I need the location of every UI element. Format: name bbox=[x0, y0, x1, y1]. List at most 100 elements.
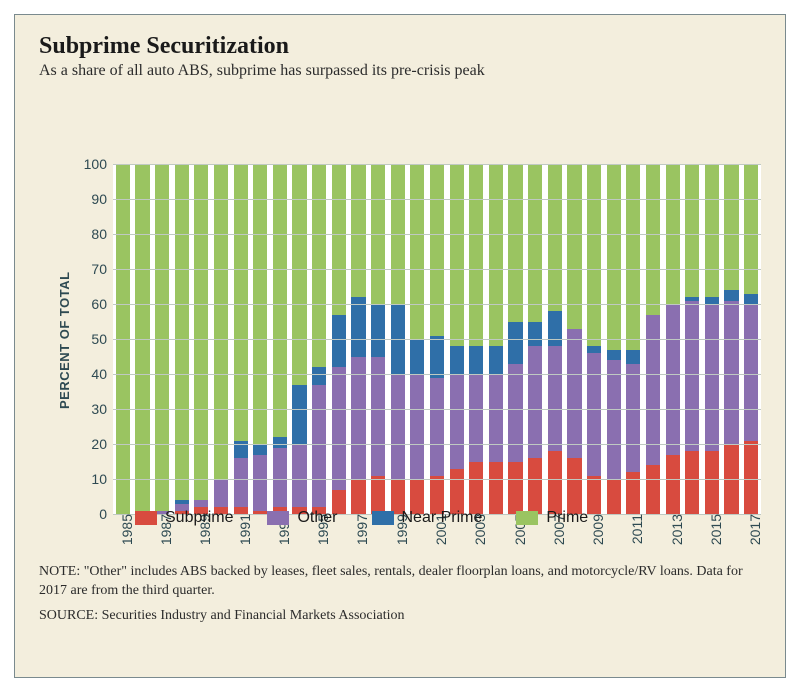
bar-segment-prime bbox=[214, 164, 228, 479]
bar-segment-near_prime bbox=[744, 294, 758, 305]
bar-segment-prime bbox=[646, 164, 660, 315]
bar-segment-prime bbox=[234, 164, 248, 441]
bar-segment-prime bbox=[469, 164, 483, 346]
gridline bbox=[113, 479, 761, 480]
bar-segment-prime bbox=[175, 164, 189, 500]
bar-segment-subprime bbox=[548, 451, 562, 514]
y-axis-label: PERCENT OF TOTAL bbox=[57, 271, 72, 409]
bar-segment-other bbox=[391, 374, 405, 479]
bar-segment-near_prime bbox=[724, 290, 738, 301]
bar-segment-other bbox=[744, 304, 758, 441]
bar-segment-other bbox=[292, 444, 306, 507]
bar-segment-near_prime bbox=[528, 322, 542, 347]
bar-segment-other bbox=[646, 315, 660, 466]
legend-swatch bbox=[516, 511, 538, 525]
chart-title: Subprime Securitization bbox=[39, 33, 761, 60]
gridline bbox=[113, 374, 761, 375]
bar-segment-other bbox=[666, 304, 680, 455]
gridline bbox=[113, 409, 761, 410]
bar-segment-near_prime bbox=[351, 297, 365, 357]
bar-segment-prime bbox=[508, 164, 522, 322]
x-tick-label: 2011 bbox=[627, 514, 645, 544]
footnotes: NOTE: "Other" includes ABS backed by lea… bbox=[39, 563, 761, 632]
x-tick-label: 1985 bbox=[117, 514, 135, 545]
chart-subtitle: As a share of all auto ABS, subprime has… bbox=[39, 62, 761, 80]
bar-segment-other bbox=[410, 374, 424, 479]
bar-segment-near_prime bbox=[607, 350, 621, 361]
bar-segment-subprime bbox=[666, 455, 680, 515]
bar-segment-near_prime bbox=[292, 385, 306, 445]
bar-segment-prime bbox=[626, 164, 640, 350]
legend-swatch bbox=[267, 511, 289, 525]
bar-segment-other bbox=[705, 304, 719, 451]
bar-segment-prime bbox=[292, 164, 306, 385]
legend-label: Other bbox=[297, 509, 337, 527]
legend-item: Prime bbox=[516, 509, 588, 527]
legend: Subprime Other Near Prime Prime bbox=[135, 509, 588, 527]
legend-label: Near Prime bbox=[402, 509, 483, 527]
legend-label: Subprime bbox=[165, 509, 233, 527]
bar-segment-subprime bbox=[744, 441, 758, 515]
bar-segment-near_prime bbox=[273, 437, 287, 448]
bar-segment-prime bbox=[685, 164, 699, 297]
bar-segment-near_prime bbox=[685, 297, 699, 301]
source-text: Securities Industry and Financial Market… bbox=[102, 608, 405, 623]
bar-segment-prime bbox=[724, 164, 738, 290]
y-tick-label: 70 bbox=[91, 261, 113, 277]
source-label: SOURCE: bbox=[39, 608, 98, 623]
y-tick-label: 30 bbox=[91, 401, 113, 417]
bar-segment-subprime bbox=[607, 479, 621, 514]
bar-segment-other bbox=[567, 329, 581, 459]
y-tick-label: 60 bbox=[91, 296, 113, 312]
legend-item: Subprime bbox=[135, 509, 233, 527]
bar-segment-prime bbox=[312, 164, 326, 367]
bar-segment-other bbox=[332, 367, 346, 490]
gridline bbox=[113, 304, 761, 305]
gridline bbox=[113, 199, 761, 200]
bar-segment-prime bbox=[332, 164, 346, 315]
note-label: NOTE: bbox=[39, 564, 80, 579]
gridline bbox=[113, 339, 761, 340]
gridline bbox=[113, 164, 761, 165]
bar-segment-prime bbox=[587, 164, 601, 346]
y-tick-label: 40 bbox=[91, 366, 113, 382]
source-line: SOURCE: Securities Industry and Financia… bbox=[39, 607, 761, 626]
bar-segment-near_prime bbox=[548, 311, 562, 346]
chart-panel: Subprime Securitization As a share of al… bbox=[14, 14, 786, 678]
y-tick-label: 80 bbox=[91, 226, 113, 242]
bar-segment-prime bbox=[744, 164, 758, 294]
gridline bbox=[113, 269, 761, 270]
bar-segment-subprime bbox=[528, 458, 542, 514]
bar-segment-subprime bbox=[567, 458, 581, 514]
bar-segment-other bbox=[724, 301, 738, 445]
bar-segment-other bbox=[685, 301, 699, 452]
bar-segment-other bbox=[312, 385, 326, 508]
bar-segment-near_prime bbox=[175, 500, 189, 504]
bar-segment-prime bbox=[705, 164, 719, 297]
outer-frame: Subprime Securitization As a share of al… bbox=[0, 0, 800, 692]
bar-segment-other bbox=[450, 374, 464, 469]
bar-segment-subprime bbox=[508, 462, 522, 515]
y-tick-label: 90 bbox=[91, 191, 113, 207]
y-tick-label: 10 bbox=[91, 471, 113, 487]
bar-segment-other bbox=[587, 353, 601, 476]
bar-segment-other bbox=[469, 374, 483, 462]
bar-segment-subprime bbox=[646, 465, 660, 514]
bar-segment-near_prime bbox=[312, 367, 326, 385]
plot-area: 0102030405060708090100198519871989199119… bbox=[113, 164, 761, 514]
bar-segment-subprime bbox=[450, 469, 464, 515]
y-tick-label: 20 bbox=[91, 436, 113, 452]
legend-item: Near Prime bbox=[372, 509, 483, 527]
bar-segment-near_prime bbox=[450, 346, 464, 374]
bar-segment-prime bbox=[351, 164, 365, 297]
bar-segment-subprime bbox=[587, 476, 601, 515]
x-tick-label: 2009 bbox=[588, 514, 606, 545]
x-tick-label: 2017 bbox=[745, 514, 763, 545]
bar-segment-near_prime bbox=[489, 346, 503, 374]
bar-segment-other bbox=[508, 364, 522, 462]
bar-segment-other bbox=[194, 500, 208, 507]
bar-segment-subprime bbox=[685, 451, 699, 514]
legend-item: Other bbox=[267, 509, 337, 527]
legend-swatch bbox=[135, 511, 157, 525]
bar-segment-prime bbox=[273, 164, 287, 437]
